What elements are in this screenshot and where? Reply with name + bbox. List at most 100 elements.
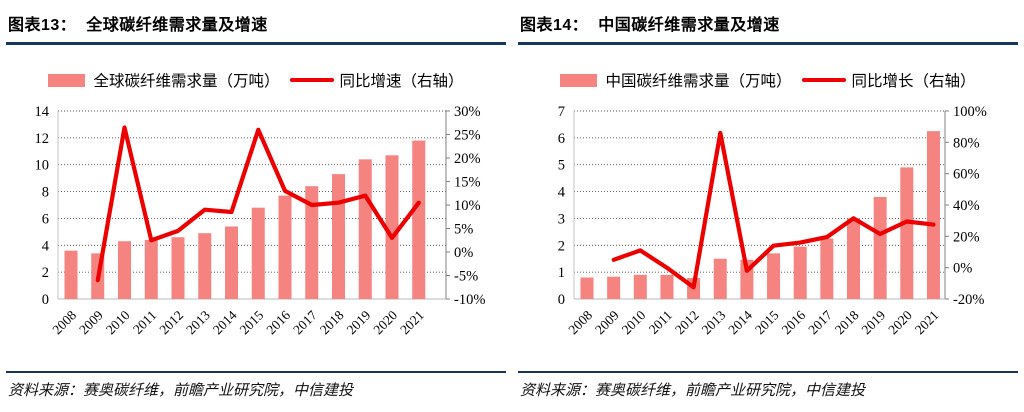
bar-2020 [900, 167, 914, 299]
x-axis-tick-label: 2012 [156, 308, 186, 338]
right-axis-tick-label: 30% [454, 104, 481, 120]
left-axis-tick-label: 12 [35, 131, 50, 147]
bar-2018 [332, 174, 345, 299]
legend-line-entry: 同比增速（右轴） [289, 69, 464, 91]
left-axis-labels: 0 1 2 3 4 5 6 7 [558, 104, 566, 308]
gridlines [574, 110, 945, 273]
right-axis-labels: -20% 0% 20% 40% 60% 80% 100% [945, 104, 987, 308]
left-axis-tick-label: 8 [42, 185, 49, 201]
right-axis-tick-label: 60% [953, 167, 980, 183]
x-axis-tick-label: 2010 [103, 307, 133, 337]
bar-2013 [198, 233, 212, 299]
x-axis-tick-label: 2021 [912, 308, 942, 338]
bar-2009 [607, 276, 621, 299]
left-axis-tick-label: 2 [558, 238, 565, 254]
x-axis-tick-label: 2011 [646, 308, 675, 337]
bar-legend-swatch [48, 73, 86, 87]
bar-2017 [305, 186, 319, 299]
x-axis-tick-label: 2013 [183, 307, 213, 337]
bar-2011 [144, 239, 158, 299]
x-axis-tick-label: 2016 [263, 307, 293, 337]
bar-2016 [278, 195, 292, 299]
x-axis-tick-label: 2011 [130, 308, 159, 337]
x-axis-tick-label: 2020 [370, 307, 400, 337]
right-axis-tick-label: 5% [454, 222, 473, 238]
left-axis-labels: 0 2 4 6 8 10 12 14 [35, 104, 50, 308]
right-axis-tick-label: 0% [953, 261, 972, 277]
left-axis-tick-label: 0 [42, 292, 49, 308]
left-axis-tick-label: 6 [558, 131, 565, 147]
bar-2008 [64, 250, 78, 299]
x-axis-tick-label: 2009 [592, 307, 622, 337]
right-axis-tick-label: 25% [454, 128, 481, 144]
line-legend-swatch [801, 78, 846, 82]
report-figures-row: 图表13： 全球碳纤维需求量及增速 全球碳纤维需求量（万吨） 同比增速（右轴） … [0, 0, 1018, 400]
x-axis-tick-label: 2016 [779, 307, 809, 337]
left-axis-tick-label: 2 [42, 265, 49, 281]
x-axis-tick-label: 2020 [885, 307, 915, 337]
right-axis-tick-label: 20% [454, 151, 481, 167]
right-axis-tick-label: -10% [454, 292, 485, 308]
bar-2019 [873, 196, 887, 299]
x-axis-tick-label: 2019 [859, 307, 889, 337]
left-axis-tick-label: 3 [558, 211, 565, 227]
bar-2014 [225, 226, 238, 299]
bar-2015 [767, 253, 781, 299]
legend-bar-entry: 中国碳纤维需求量（万吨） [560, 69, 792, 91]
right-axis-tick-label: -20% [953, 292, 984, 308]
bar-2010 [118, 241, 131, 299]
line-legend-label: 同比增速（右轴） [339, 73, 464, 90]
bar-2021 [412, 140, 426, 299]
bar-legend-label: 全球碳纤维需求量（万吨） [93, 73, 280, 90]
figure-13-source: 资料来源：赛奥碳纤维，前瞻产业研究院，中信建投 [6, 371, 506, 400]
bar-2017 [820, 238, 834, 299]
figure-14-title: 图表14： 中国碳纤维需求量及增速 [518, 8, 1018, 45]
x-axis-tick-label: 2017 [805, 307, 835, 337]
x-axis-labels: 2008200920102011201220132014201520162017… [565, 307, 941, 337]
x-axis-tick-label: 2010 [619, 307, 649, 337]
bar-2012 [171, 237, 185, 299]
bar-series [580, 131, 940, 299]
line-legend-label: 同比增长（右轴） [851, 73, 976, 90]
line-legend-swatch [289, 78, 334, 82]
left-axis-tick-label: 14 [35, 104, 50, 120]
right-axis-tick-label: 100% [953, 104, 987, 120]
x-axis-tick-label: 2012 [672, 308, 702, 338]
figure-14-source: 资料来源：赛奥碳纤维，前瞻产业研究院，中信建投 [518, 371, 1018, 400]
right-axis-labels: -10% -5% 0% 5% 10% 15% 20% 25% 30% [446, 104, 485, 308]
left-axis-tick-label: 5 [558, 158, 565, 174]
figure-13-title: 图表13： 全球碳纤维需求量及增速 [6, 8, 506, 45]
growth-line [611, 130, 936, 290]
figure-14-legend: 中国碳纤维需求量（万吨） 同比增长（右轴） [518, 69, 1018, 91]
x-axis-tick-label: 2017 [290, 307, 320, 337]
left-axis-tick-label: 4 [558, 185, 566, 201]
right-axis-tick-label: 20% [953, 229, 980, 245]
x-axis-tick-label: 2008 [49, 307, 79, 337]
x-axis-tick-label: 2008 [565, 307, 595, 337]
right-axis-tick-label: 15% [454, 175, 481, 191]
bar-2020 [385, 155, 399, 299]
bar-2015 [251, 207, 265, 299]
growth-line [95, 125, 421, 283]
right-axis-tick-label: 10% [454, 198, 481, 214]
x-axis-tick-label: 2015 [237, 307, 267, 337]
left-axis-tick-label: 0 [558, 292, 565, 308]
bar-2010 [633, 274, 647, 299]
global-demand-combo-chart: 0 2 4 6 8 10 12 14 -10% -5% 0% 5% 10% 15% 20% 25% 30% 200… [35, 104, 486, 338]
x-axis-tick-label: 2013 [699, 307, 729, 337]
left-axis-tick-label: 4 [42, 238, 50, 254]
x-axis-tick-label: 2015 [752, 307, 782, 337]
x-axis-tick-label: 2018 [317, 307, 347, 337]
bar-2018 [847, 218, 860, 299]
bar-2011 [660, 274, 674, 299]
legend-line-entry: 同比增长（右轴） [801, 69, 976, 91]
figure-13: 图表13： 全球碳纤维需求量及增速 全球碳纤维需求量（万吨） 同比增速（右轴） … [0, 0, 512, 400]
right-axis-tick-label: 80% [953, 135, 980, 151]
x-axis-tick-label: 2018 [832, 307, 862, 337]
x-axis-tick-label: 2009 [76, 307, 106, 337]
left-axis-tick-label: 10 [35, 158, 50, 174]
x-axis-tick-label: 2021 [397, 308, 427, 338]
right-axis-tick-label: 0% [454, 245, 473, 261]
bar-2013 [713, 258, 727, 299]
figure-13-legend: 全球碳纤维需求量（万吨） 同比增速（右轴） [6, 69, 506, 91]
